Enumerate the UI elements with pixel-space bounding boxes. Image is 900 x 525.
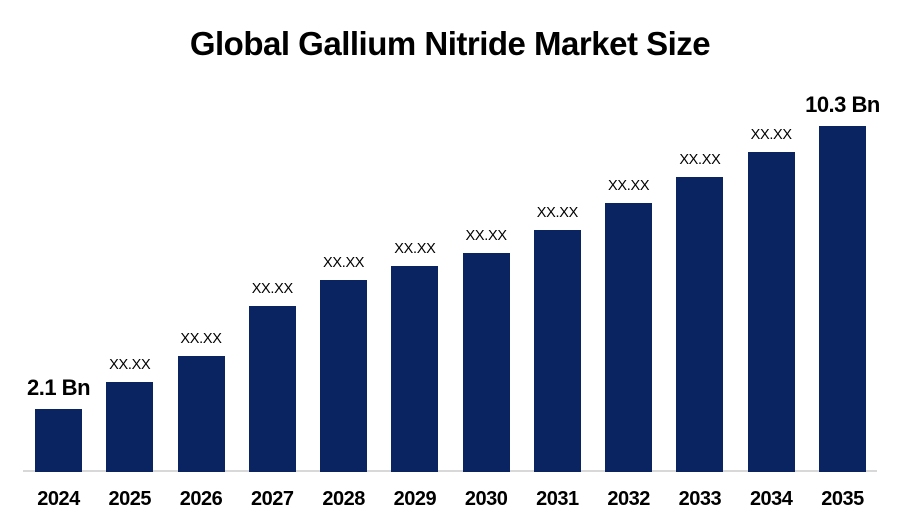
x-axis-tick-label-2035: 2035: [821, 488, 864, 510]
bar-2035: [818, 126, 866, 472]
bar-value-label-2032: XX.XX: [608, 178, 650, 194]
bar-2025: [106, 382, 154, 472]
bar-value-label-2026: XX.XX: [180, 331, 222, 347]
x-axis-line: [23, 470, 877, 472]
bar-value-label-2025: XX.XX: [109, 357, 151, 373]
bar-value-label-2034: XX.XX: [750, 127, 793, 143]
bar-2024: [35, 409, 82, 472]
bar-2032: [605, 203, 653, 472]
bar-2027: [248, 306, 296, 472]
bar-value-label-2029: XX.XX: [394, 241, 436, 257]
x-axis-tick-label-2024: 2024: [37, 488, 80, 510]
bar-value-label-2035: 10.3 Bn: [805, 92, 880, 117]
x-axis-tick-label-2027: 2027: [251, 488, 294, 510]
bar-2034: [747, 152, 795, 472]
x-axis-tick-label-2026: 2026: [179, 488, 223, 510]
bar-value-label-2024: 2.1 Bn: [26, 375, 91, 400]
chart-title: Global Gallium Nitride Market Size: [189, 25, 711, 62]
bar-value-label-2027: XX.XX: [251, 281, 294, 297]
x-axis-tick-label-2025: 2025: [108, 488, 152, 510]
x-axis-tick-label-2032: 2032: [607, 488, 650, 510]
bar-2028: [320, 280, 368, 472]
bar-value-label-2030: XX.XX: [465, 228, 508, 244]
x-axis-tick-label-2031: 2031: [536, 488, 579, 510]
bar-value-label-2031: XX.XX: [536, 205, 579, 221]
x-axis-tick-label-2033: 2033: [678, 488, 722, 510]
bar-2031: [533, 230, 581, 472]
bar-2030: [462, 253, 510, 472]
bar-2026: [177, 356, 225, 472]
bar-value-label-2033: XX.XX: [679, 152, 721, 168]
bar-2033: [676, 177, 724, 472]
x-axis-tick-label-2028: 2028: [322, 488, 365, 510]
x-axis-tick-label-2029: 2029: [393, 488, 437, 510]
bar-value-label-2028: XX.XX: [322, 255, 365, 271]
bar-2029: [391, 266, 439, 472]
x-axis-tick-label-2034: 2034: [749, 488, 793, 510]
x-axis-tick-label-2030: 2030: [464, 488, 508, 510]
